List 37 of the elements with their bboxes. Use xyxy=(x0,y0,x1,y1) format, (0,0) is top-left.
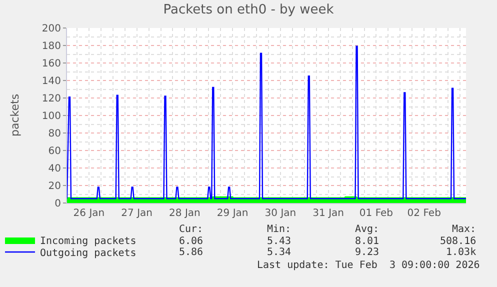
x-tick-label: 31 Jan xyxy=(312,208,344,219)
text: 5.34 xyxy=(267,247,292,258)
x-tick-label: 26 Jan xyxy=(73,208,105,219)
text: Max: xyxy=(452,224,476,235)
text: 8.01 xyxy=(355,236,380,247)
text: Avg: xyxy=(355,224,380,235)
y-tick-label: 40 xyxy=(48,164,61,174)
line-series xyxy=(67,46,466,200)
text: Cur: xyxy=(179,224,204,235)
legend-label: Incoming packets xyxy=(40,236,136,247)
x-tick-label: 30 Jan xyxy=(264,208,296,219)
text: 1.03k xyxy=(446,247,476,258)
y-tick-label: 60 xyxy=(48,146,61,157)
text: 9.23 xyxy=(355,247,380,258)
y-tick-label: 100 xyxy=(42,111,61,122)
y-tick-label: 80 xyxy=(48,128,61,140)
legend-label: Outgoing packets xyxy=(40,248,136,259)
y-tick-label: 0 xyxy=(54,198,61,210)
x-tick-label: 29 Jan xyxy=(216,208,248,219)
y-tick-label: 120 xyxy=(42,94,61,104)
x-tick-label: 27 Jan xyxy=(121,208,152,219)
x-tick-label: 02 Feb xyxy=(407,208,441,219)
chart-title: Packets on eth0 - by week xyxy=(163,2,334,18)
text: 5.86 xyxy=(179,247,204,258)
text: Last update: Tue Feb 3 09:00:00 2026 xyxy=(257,260,480,271)
y-axis-title: packets xyxy=(8,94,22,136)
text: 5.43 xyxy=(267,236,292,247)
y-tick-label: 20 xyxy=(48,181,61,192)
text: 508.16 xyxy=(440,236,476,247)
y-tick-label: 140 xyxy=(42,76,61,87)
x-tick-label: 28 Jan xyxy=(169,208,200,219)
y-tick-label: 200 xyxy=(42,24,61,34)
x-tick-label: 01 Feb xyxy=(359,208,394,219)
y-tick-label: 160 xyxy=(42,58,61,70)
y-tick-label: 180 xyxy=(42,41,61,52)
text: Min: xyxy=(267,224,292,235)
text: 6.06 xyxy=(179,236,204,247)
